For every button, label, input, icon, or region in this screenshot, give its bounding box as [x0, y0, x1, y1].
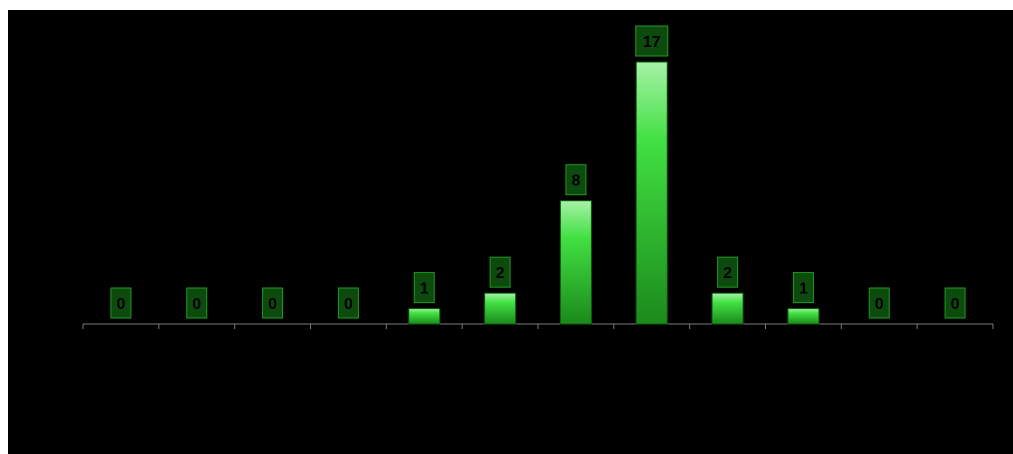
- data-label-value: 2: [723, 265, 732, 282]
- data-label-box: [792, 272, 814, 304]
- data-label: 1: [792, 272, 814, 304]
- data-label-value: 17: [643, 34, 661, 51]
- bar-series: [408, 61, 820, 325]
- data-label-box: [186, 287, 208, 319]
- data-label-box: [717, 256, 739, 288]
- data-label: 0: [868, 287, 890, 319]
- data-label-box: [489, 256, 511, 288]
- data-label-value: 8: [571, 173, 580, 190]
- data-labels: 0 0 0 0 1 2 8 17 2 1 0 0: [110, 25, 966, 319]
- data-label-value: 2: [496, 265, 505, 282]
- chart-area: 0 0 0 0 1 2 8 17 2 1 0 0: [8, 10, 1013, 454]
- data-label-value: 0: [344, 296, 353, 313]
- data-label: 0: [262, 287, 284, 319]
- data-label: 0: [944, 287, 966, 319]
- bar-chart: 0 0 0 0 1 2 8 17 2 1 0 0: [82, 25, 994, 329]
- data-label-value: 0: [268, 296, 277, 313]
- data-label-value: 1: [420, 281, 429, 298]
- data-label: 8: [565, 164, 587, 196]
- data-label-box: [565, 164, 587, 196]
- data-label-value: 0: [192, 296, 201, 313]
- data-label: 2: [717, 256, 739, 288]
- data-label-value: 0: [875, 296, 884, 313]
- data-label: 2: [489, 256, 511, 288]
- bar: [484, 292, 517, 325]
- bar: [635, 61, 668, 325]
- data-label-box: [868, 287, 890, 319]
- bar: [711, 292, 744, 325]
- bar: [408, 308, 441, 325]
- data-label-box: [413, 272, 435, 304]
- data-label: 0: [110, 287, 132, 319]
- data-label-box: [944, 287, 966, 319]
- data-label-value: 1: [799, 281, 808, 298]
- data-label-box: [262, 287, 284, 319]
- data-label-value: 0: [951, 296, 960, 313]
- x-axis: [82, 323, 994, 329]
- data-label-box: [337, 287, 359, 319]
- bar: [559, 200, 592, 325]
- data-label-box: [635, 25, 669, 57]
- data-label: 0: [337, 287, 359, 319]
- data-label-box: [110, 287, 132, 319]
- data-label: 1: [413, 272, 435, 304]
- bar: [787, 308, 820, 325]
- data-label-value: 0: [116, 296, 125, 313]
- data-label: 17: [635, 25, 669, 57]
- data-label: 0: [186, 287, 208, 319]
